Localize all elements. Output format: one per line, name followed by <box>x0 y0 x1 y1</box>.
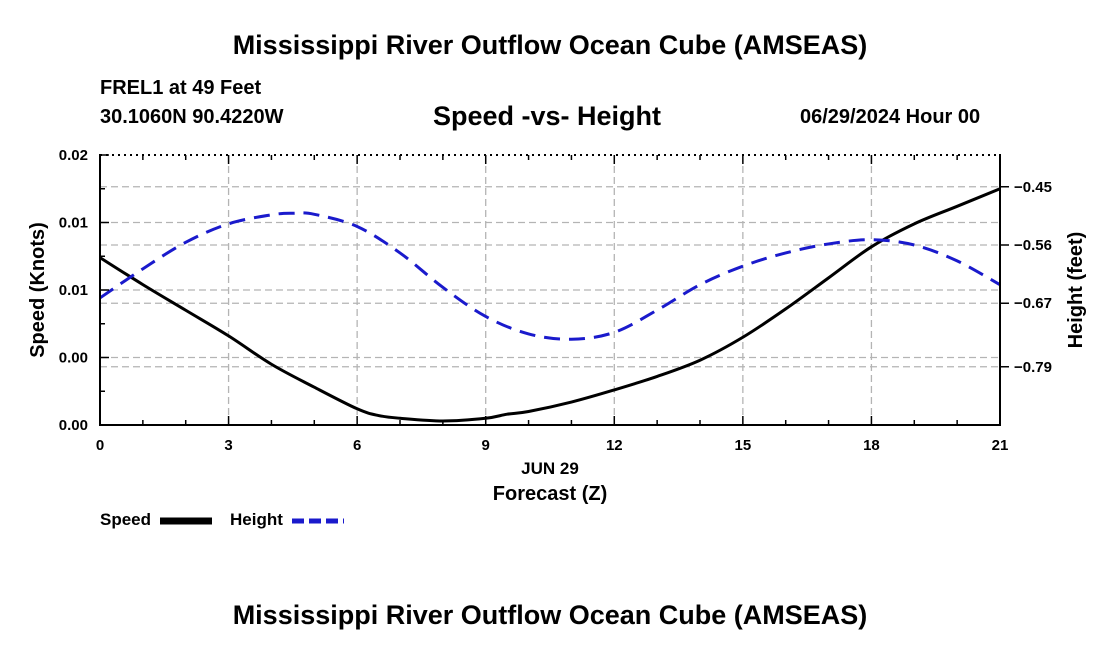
y-tick-label: 0.00 <box>59 417 88 434</box>
x-axis-date-label: JUN 29 <box>521 459 579 478</box>
axes: 0 3 6 9 12 15 18 21 0.00 0.00 0.01 0.01 0.02 −0.45 −0.… <box>59 147 1052 454</box>
x-tick-label: 3 <box>224 437 232 454</box>
grid <box>100 155 1000 425</box>
x-tick-label: 6 <box>353 437 361 454</box>
x-axis-title: Forecast (Z) <box>493 483 607 505</box>
station-coordinates: 30.1060N 90.4220W <box>100 106 284 128</box>
legend-speed-label: Speed <box>100 510 152 529</box>
forecast-datetime: 06/29/2024 Hour 00 <box>800 106 981 128</box>
series-lines <box>99 187 1001 423</box>
footer-title: Mississippi River Outflow Ocean Cube (AM… <box>232 600 868 630</box>
y2-tick-label: −0.67 <box>1014 295 1052 312</box>
y2-tick-label: −0.79 <box>1014 359 1052 376</box>
x-tick-label: 15 <box>735 437 752 454</box>
page-title: Mississippi River Outflow Ocean Cube (AM… <box>232 30 868 60</box>
x-tick-label: 9 <box>482 437 490 454</box>
y-tick-label: 0.02 <box>59 147 88 164</box>
y-tick-label: 0.00 <box>59 350 88 367</box>
speed-series-line <box>99 187 1001 423</box>
y-tick-label: 0.01 <box>59 215 88 232</box>
y-tick-label: 0.01 <box>59 282 88 299</box>
chart-title: Speed -vs- Height <box>433 101 662 131</box>
x-tick-label: 21 <box>992 437 1009 454</box>
station-label: FREL1 at 49 Feet <box>100 77 262 99</box>
y2-tick-label: −0.56 <box>1014 237 1052 254</box>
x-tick-label: 12 <box>606 437 623 454</box>
y2-axis-title: Height (feet) <box>1065 232 1087 349</box>
x-tick-label: 0 <box>96 437 104 454</box>
height-series-line <box>99 211 1001 341</box>
legend-height-label: Height <box>230 510 283 529</box>
x-tick-label: 18 <box>863 437 880 454</box>
y-axis-title: Speed (Knots) <box>27 222 49 358</box>
y2-tick-label: −0.45 <box>1014 179 1052 196</box>
